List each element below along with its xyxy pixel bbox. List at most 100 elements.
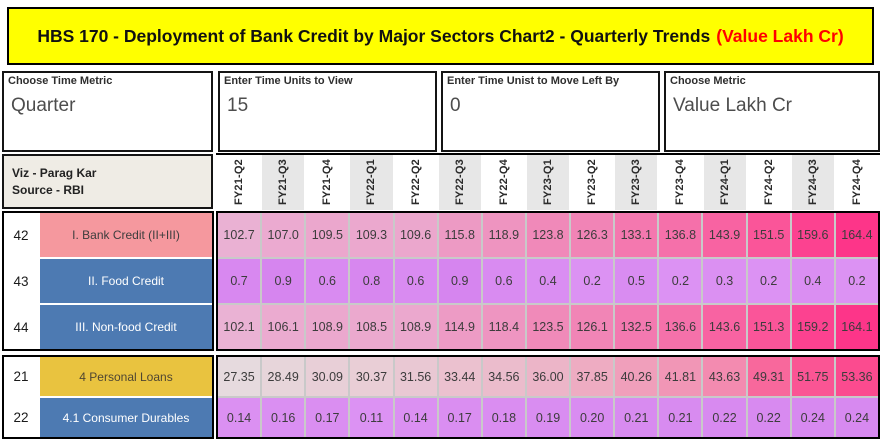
heatmap-block-credit: 102.7 107.0 109.5 109.3 109.6 115.8 118.9 123.8…: [216, 211, 880, 351]
row-label[interactable]: II. Food Credit: [40, 259, 212, 303]
heatmap-cell[interactable]: 36.00: [526, 357, 570, 396]
heatmap-cell[interactable]: 0.3: [703, 259, 746, 303]
heatmap-cell[interactable]: 0.8: [350, 259, 393, 303]
heatmap-cell[interactable]: 0.24: [791, 398, 834, 437]
heatmap-cell[interactable]: 0.2: [747, 259, 790, 303]
heatmap-cell[interactable]: 0.22: [703, 398, 746, 437]
heatmap-cell[interactable]: 30.09: [306, 357, 349, 396]
heatmap-cell[interactable]: 49.31: [747, 357, 790, 396]
heatmap-cell[interactable]: 0.14: [218, 398, 261, 437]
column-header[interactable]: FY23-Q4: [659, 155, 702, 210]
heatmap-cell[interactable]: 41.81: [659, 357, 702, 396]
heatmap-cell[interactable]: 0.2: [659, 259, 702, 303]
heatmap-cell[interactable]: 0.16: [262, 398, 305, 437]
heatmap-cell[interactable]: 108.9: [394, 305, 437, 349]
heatmap-cell[interactable]: 0.21: [615, 398, 658, 437]
heatmap-cell[interactable]: 0.19: [526, 398, 570, 437]
heatmap-cell[interactable]: 37.85: [571, 357, 614, 396]
row-label[interactable]: 4 Personal Loans: [40, 357, 212, 396]
column-header[interactable]: FY23-Q2: [571, 155, 614, 210]
heatmap-cell[interactable]: 0.22: [747, 398, 790, 437]
heatmap-cell[interactable]: 159.2: [791, 305, 834, 349]
heatmap-cell[interactable]: 0.11: [350, 398, 393, 437]
heatmap-cell[interactable]: 0.4: [526, 259, 570, 303]
heatmap-cell[interactable]: 0.20: [571, 398, 614, 437]
heatmap-cell[interactable]: 27.35: [218, 357, 261, 396]
heatmap-cell[interactable]: 133.1: [615, 213, 658, 257]
heatmap-cell[interactable]: 164.1: [835, 305, 878, 349]
heatmap-cell[interactable]: 109.3: [350, 213, 393, 257]
heatmap-cell[interactable]: 0.6: [394, 259, 437, 303]
heatmap-cell[interactable]: 0.9: [262, 259, 305, 303]
heatmap-cell[interactable]: 118.9: [482, 213, 525, 257]
time-metric-value[interactable]: Quarter: [11, 95, 76, 116]
heatmap-cell[interactable]: 40.26: [615, 357, 658, 396]
heatmap-cell[interactable]: 159.6: [791, 213, 834, 257]
column-header[interactable]: FY22-Q4: [482, 155, 525, 210]
row-label[interactable]: III. Non-food Credit: [40, 305, 212, 349]
heatmap-cell[interactable]: 126.3: [571, 213, 614, 257]
heatmap-cell[interactable]: 136.6: [659, 305, 702, 349]
column-header[interactable]: FY24-Q3: [791, 155, 834, 210]
heatmap-cell[interactable]: 102.7: [218, 213, 261, 257]
heatmap-cell[interactable]: 0.2: [835, 259, 878, 303]
heatmap-cell[interactable]: 164.4: [835, 213, 878, 257]
heatmap-cell[interactable]: 108.9: [306, 305, 349, 349]
heatmap-cell[interactable]: 115.8: [438, 213, 481, 257]
heatmap-cell[interactable]: 126.1: [571, 305, 614, 349]
column-header[interactable]: FY21-Q3: [262, 155, 305, 210]
heatmap-cell[interactable]: 51.75: [791, 357, 834, 396]
heatmap-cell[interactable]: 53.36: [835, 357, 878, 396]
heatmap-cell[interactable]: 0.7: [218, 259, 261, 303]
heatmap-cell[interactable]: 0.21: [659, 398, 702, 437]
row-label[interactable]: I. Bank Credit (II+III): [40, 213, 212, 257]
heatmap-cell[interactable]: 118.4: [482, 305, 525, 349]
column-header[interactable]: FY23-Q3: [615, 155, 658, 210]
column-header[interactable]: FY22-Q1: [350, 155, 393, 210]
heatmap-cell[interactable]: 109.5: [306, 213, 349, 257]
column-header[interactable]: FY23-Q1: [526, 155, 570, 210]
heatmap-cell[interactable]: 109.6: [394, 213, 437, 257]
heatmap-cell[interactable]: 33.44: [438, 357, 481, 396]
heatmap-cell[interactable]: 123.5: [526, 305, 570, 349]
heatmap-cell[interactable]: 0.18: [482, 398, 525, 437]
column-header[interactable]: FY21-Q2: [218, 155, 261, 210]
heatmap-cell[interactable]: 28.49: [262, 357, 305, 396]
column-header[interactable]: FY22-Q3: [438, 155, 481, 210]
heatmap-cell[interactable]: 0.17: [306, 398, 349, 437]
heatmap-cell[interactable]: 151.3: [747, 305, 790, 349]
heatmap-cell[interactable]: 0.2: [571, 259, 614, 303]
heatmap-cell[interactable]: 0.17: [438, 398, 481, 437]
heatmap-cell[interactable]: 43.63: [703, 357, 746, 396]
heatmap-cell[interactable]: 0.24: [835, 398, 878, 437]
heatmap-cell[interactable]: 31.56: [394, 357, 437, 396]
column-header[interactable]: FY24-Q1: [703, 155, 746, 210]
heatmap-cell[interactable]: 108.5: [350, 305, 393, 349]
heatmap-cell[interactable]: 114.9: [438, 305, 481, 349]
metric-value[interactable]: Value Lakh Cr: [673, 95, 792, 116]
heatmap-cell[interactable]: 123.8: [526, 213, 570, 257]
heatmap-cell[interactable]: 136.8: [659, 213, 702, 257]
heatmap-cell[interactable]: 0.14: [394, 398, 437, 437]
move-left-by-input[interactable]: 0: [450, 95, 461, 116]
heatmap-cell[interactable]: 30.37: [350, 357, 393, 396]
heatmap-cell[interactable]: 151.5: [747, 213, 790, 257]
column-header[interactable]: FY24-Q2: [747, 155, 790, 210]
column-header[interactable]: FY22-Q2: [394, 155, 437, 210]
heatmap-cell[interactable]: 34.56: [482, 357, 525, 396]
heatmap-cell[interactable]: 0.4: [791, 259, 834, 303]
heatmap-cell[interactable]: 106.1: [262, 305, 305, 349]
heatmap-cell[interactable]: 0.5: [615, 259, 658, 303]
heatmap-cell[interactable]: 143.9: [703, 213, 746, 257]
heatmap-cell[interactable]: 0.9: [438, 259, 481, 303]
heatmap-cell[interactable]: 102.1: [218, 305, 261, 349]
heatmap-cell[interactable]: 0.6: [306, 259, 349, 303]
heatmap-cell[interactable]: 0.6: [482, 259, 525, 303]
heatmap-cell[interactable]: 132.5: [615, 305, 658, 349]
column-header[interactable]: FY21-Q4: [306, 155, 349, 210]
time-units-view-input[interactable]: 15: [227, 95, 249, 116]
row-label[interactable]: 4.1 Consumer Durables: [40, 398, 212, 437]
column-header[interactable]: FY24-Q4: [835, 155, 879, 210]
heatmap-cell[interactable]: 143.6: [703, 305, 746, 349]
heatmap-cell[interactable]: 107.0: [262, 213, 305, 257]
